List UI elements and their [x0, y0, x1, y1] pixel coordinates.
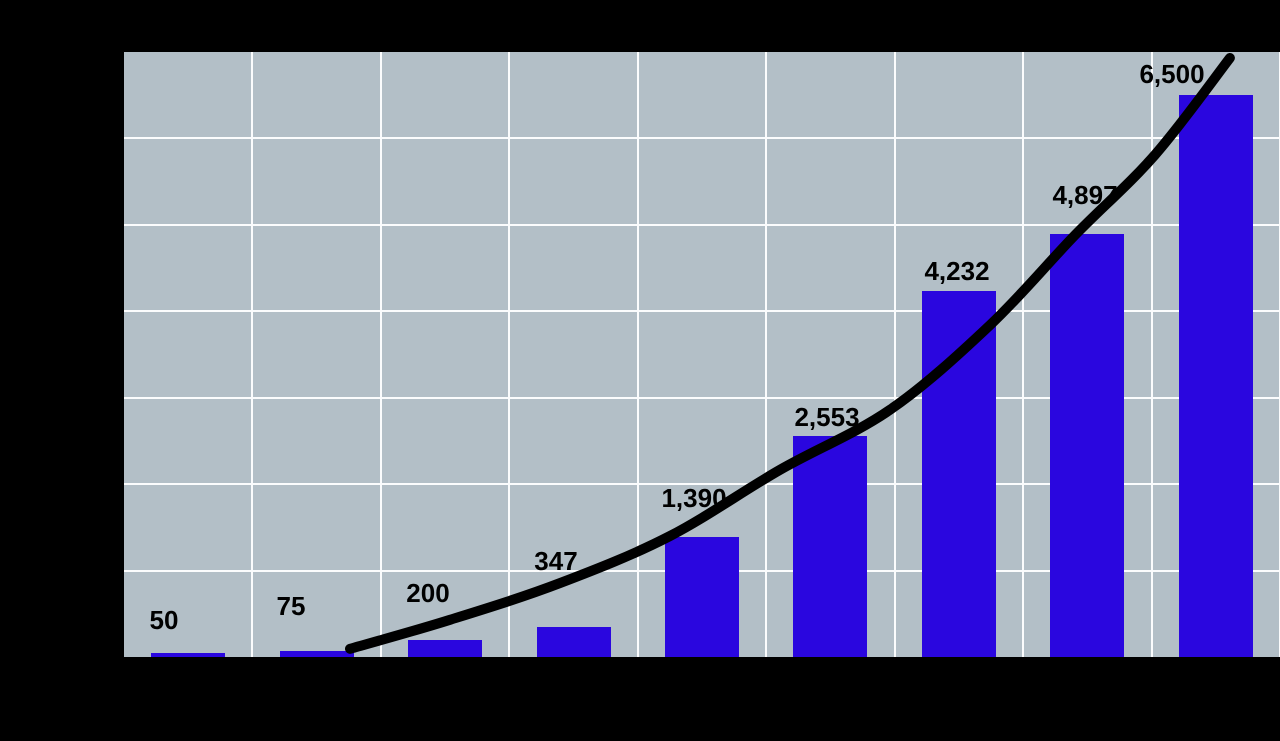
- bar: [279, 650, 354, 657]
- bar-value-label: 1,390: [661, 483, 727, 513]
- trendline-path: [345, 53, 1235, 654]
- plot-area: 50 75 200 347 1,390 2,553 4,232 4,897 6,500: [124, 52, 1280, 657]
- trendline: [345, 53, 1235, 654]
- bar-value-label: 4,232: [924, 256, 990, 286]
- bar: [1050, 233, 1125, 657]
- bar-value-label: 6,500: [1139, 59, 1205, 89]
- bar-value-label: 347: [534, 546, 578, 576]
- bar: [151, 652, 226, 657]
- bar: [665, 536, 739, 657]
- bar: [408, 639, 483, 657]
- bar-value-label: 75: [276, 591, 306, 621]
- bar-value-label: 200: [406, 578, 450, 608]
- bar: [536, 627, 611, 657]
- bar-value-label: 50: [149, 605, 179, 635]
- bar: [1178, 95, 1253, 657]
- bar: [793, 436, 868, 657]
- bar-value-label: 4,897: [1052, 180, 1118, 210]
- bar-value-label: 2,553: [794, 402, 860, 432]
